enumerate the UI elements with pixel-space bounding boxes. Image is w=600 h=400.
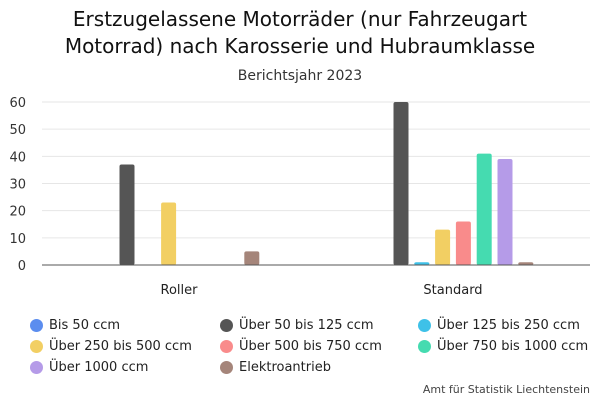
chart-subtitle: Berichtsjahr 2023 — [237, 68, 363, 84]
legend-marker-icon — [30, 361, 43, 374]
legend-marker-icon — [30, 340, 43, 353]
legend-item[interactable]: Über 250 bis 500 ccm — [30, 339, 192, 354]
bar — [435, 229, 451, 265]
y-tick-label: 10 — [9, 232, 26, 247]
y-tick-label: 20 — [9, 205, 26, 220]
bar — [455, 221, 471, 265]
legend-marker-icon — [220, 340, 233, 353]
legend-label: Über 500 bis 750 ccm — [239, 339, 382, 354]
legend-label: Über 1000 ccm — [49, 360, 149, 375]
legend-item[interactable]: Über 1000 ccm — [30, 360, 148, 375]
bar — [161, 202, 177, 265]
legend-item[interactable]: Über 50 bis 125 ccm — [220, 318, 374, 333]
legend-label: Über 250 bis 500 ccm — [49, 339, 192, 354]
source-note: Amt für Statistik Liechtenstein — [422, 383, 590, 396]
bar — [414, 262, 430, 265]
legend-marker-icon — [418, 340, 431, 353]
y-tick-label: 0 — [18, 259, 26, 274]
legend-label: Über 125 bis 250 ccm — [437, 318, 580, 333]
bar — [393, 102, 409, 265]
legend-marker-icon — [30, 319, 43, 332]
y-tick-label: 40 — [9, 150, 26, 165]
legend-label: Über 50 bis 125 ccm — [239, 318, 374, 333]
legend-marker-icon — [220, 319, 233, 332]
legend-item[interactable]: Über 500 bis 750 ccm — [220, 339, 382, 354]
bar — [244, 251, 260, 265]
y-tick-label: 60 — [9, 96, 26, 111]
chart-title: Erstzugelassene Motorräder (nur Fahrzeug… — [0, 6, 600, 60]
bar — [497, 159, 513, 265]
legend-item[interactable]: Über 750 bis 1000 ccm — [418, 339, 588, 354]
legend-label: Bis 50 ccm — [49, 318, 121, 333]
legend-marker-icon — [418, 319, 431, 332]
chart-title-line-2: Motorrad) nach Karosserie und Hubraumkla… — [64, 34, 536, 58]
x-tick-label: Standard — [423, 283, 482, 298]
legend-marker-icon — [220, 361, 233, 374]
bar — [119, 164, 135, 265]
chart-title-line-1: Erstzugelassene Motorräder (nur Fahrzeug… — [72, 7, 528, 31]
chart-legend: Bis 50 ccm Über 50 bis 125 ccm Über 125 bi… — [30, 318, 590, 380]
legend-item[interactable]: Bis 50 ccm — [30, 318, 120, 333]
bar-chart: 0 10 20 30 40 50 60 Roller Standard — [9, 96, 590, 298]
y-tick-label: 30 — [9, 178, 26, 193]
legend-item[interactable]: Elektroantrieb — [220, 360, 331, 375]
bar — [476, 153, 492, 265]
y-tick-label: 50 — [9, 123, 26, 138]
legend-item[interactable]: Über 125 bis 250 ccm — [418, 318, 580, 333]
bar — [518, 262, 534, 265]
legend-label: Über 750 bis 1000 ccm — [437, 339, 589, 354]
legend-label: Elektroantrieb — [239, 360, 331, 375]
x-tick-label: Roller — [161, 283, 199, 298]
